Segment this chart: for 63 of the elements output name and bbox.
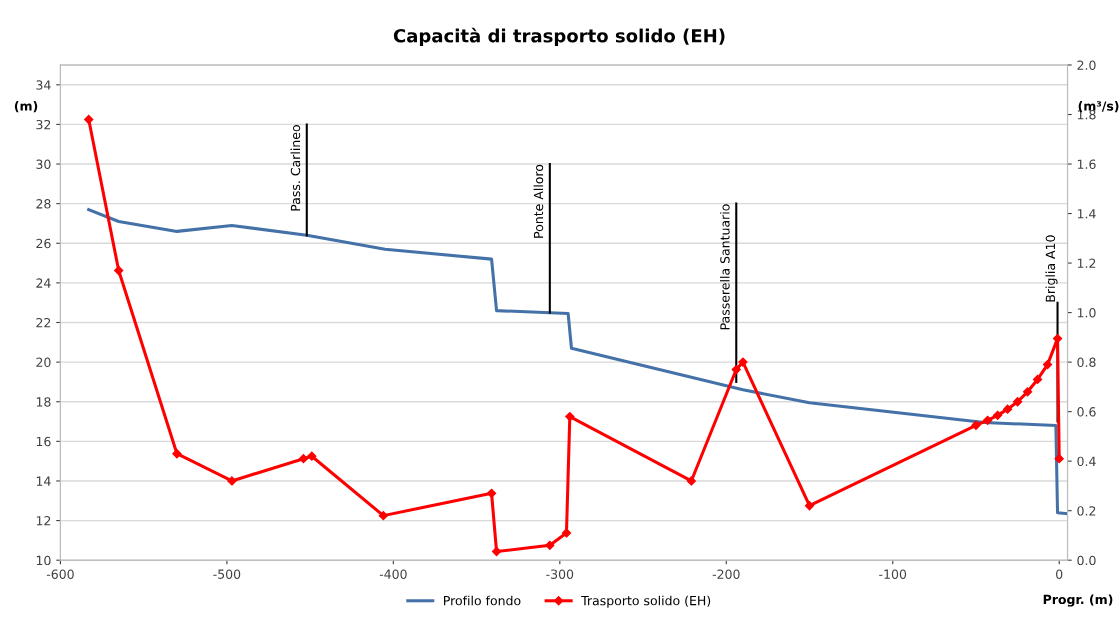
y2-tick-label: 0.6 [1077,407,1096,417]
point [804,501,815,511]
y-tick-label: 16 [36,436,51,447]
annotation: Pass. Carlineo [290,125,301,211]
x-tick-label: 0 [1056,569,1063,579]
legend-label: Profilo fondo [444,595,521,606]
point [84,114,94,125]
annotation: Briglia A10 [1045,235,1058,302]
chart-title: Capacità di trasporto solido (EH) [393,27,725,47]
x-tick-label: -200 [712,569,740,579]
y-tick-label: 18 [36,397,51,407]
point [298,454,309,464]
y-tick-label: 20 [36,357,51,368]
y-tick-label: 26 [36,238,51,249]
point [561,528,572,538]
point [1012,397,1023,407]
point [1054,454,1064,464]
legend-label: Trasporto solido (EH) [581,595,711,608]
x-tick-label: -400 [379,569,407,579]
x-axis-title: Progr. (m) [1043,594,1113,607]
point [1022,387,1033,397]
annotation: Passerella Santuario [720,204,730,330]
y2-tick-label: 0.2 [1077,506,1096,516]
y2-tick-label: 1.2 [1077,258,1096,268]
point [227,476,237,486]
y-tick-label: 10 [36,555,51,566]
point [172,449,182,459]
point [486,488,497,498]
point [971,420,981,430]
point [545,540,555,550]
y-tick-label: 14 [36,476,51,486]
point [565,411,575,422]
y-tick-label: 24 [36,278,51,288]
y2-tick-label: 1.0 [1077,308,1096,318]
x-tick-label: -300 [546,569,574,579]
y-axis-title: (m) [14,101,38,113]
point [378,511,388,521]
annotation: Ponte Alloro [533,164,544,238]
x-tick-label: -100 [879,569,907,579]
y-tick-label: 12 [36,516,51,526]
point [1032,374,1043,385]
y-tick-label: 22 [36,317,51,328]
y2-tick-label: 1.4 [1077,209,1096,219]
point [992,410,1003,420]
y2-tick-label: 0.4 [1077,456,1096,467]
y2-tick-label: 0.8 [1077,357,1096,368]
point [1042,359,1053,370]
point [738,357,748,367]
y2-tick-label: 0.0 [1077,555,1096,566]
x-tick-label: -500 [213,569,241,579]
point [983,415,993,425]
point [1002,404,1013,414]
y-tick-label: 32 [36,119,51,130]
point [114,265,124,276]
y-tick-label: 28 [36,199,51,209]
point [307,451,317,461]
y-tick-label: 34 [36,80,51,90]
point [731,364,741,375]
y2-tick-label: 2.0 [1077,60,1096,70]
y2-tick-label: 1.6 [1077,159,1096,169]
y-tick-label: 30 [36,159,51,169]
x-tick-label: -600 [46,569,74,579]
point [686,476,696,486]
